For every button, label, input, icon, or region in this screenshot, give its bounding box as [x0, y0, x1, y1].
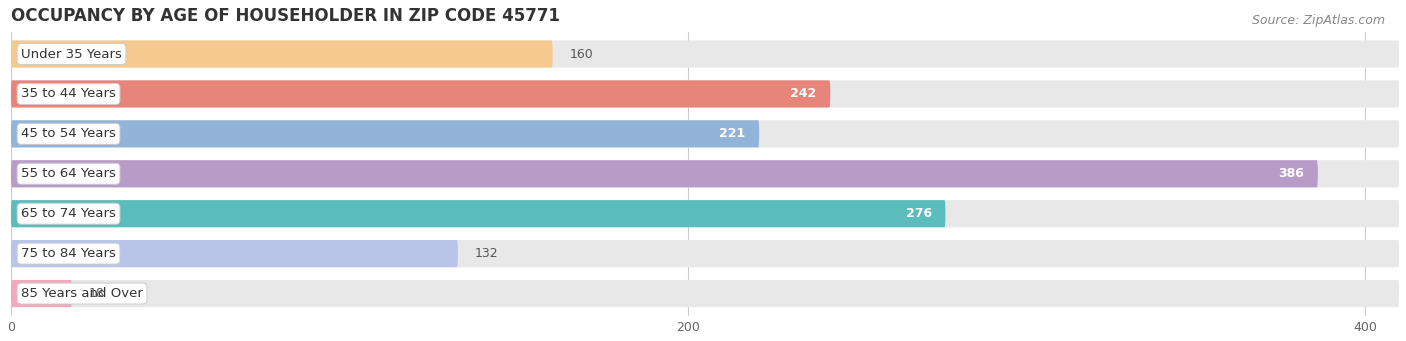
Text: 85 Years and Over: 85 Years and Over: [21, 287, 143, 300]
Text: 55 to 64 Years: 55 to 64 Years: [21, 167, 115, 180]
Text: 132: 132: [475, 247, 498, 260]
Text: 75 to 84 Years: 75 to 84 Years: [21, 247, 115, 260]
Text: OCCUPANCY BY AGE OF HOUSEHOLDER IN ZIP CODE 45771: OCCUPANCY BY AGE OF HOUSEHOLDER IN ZIP C…: [11, 7, 560, 25]
FancyBboxPatch shape: [11, 80, 831, 107]
FancyBboxPatch shape: [11, 160, 1317, 187]
FancyBboxPatch shape: [11, 120, 1399, 147]
Text: 242: 242: [790, 87, 817, 101]
FancyBboxPatch shape: [11, 41, 553, 68]
Text: Under 35 Years: Under 35 Years: [21, 47, 122, 60]
Text: 45 to 54 Years: 45 to 54 Years: [21, 127, 115, 140]
FancyBboxPatch shape: [11, 280, 72, 307]
FancyBboxPatch shape: [11, 120, 759, 147]
Text: Source: ZipAtlas.com: Source: ZipAtlas.com: [1251, 14, 1385, 27]
FancyBboxPatch shape: [11, 160, 1399, 187]
FancyBboxPatch shape: [11, 240, 1399, 267]
Text: 35 to 44 Years: 35 to 44 Years: [21, 87, 115, 101]
FancyBboxPatch shape: [11, 200, 1399, 227]
FancyBboxPatch shape: [11, 80, 1399, 107]
FancyBboxPatch shape: [11, 280, 1399, 307]
Text: 276: 276: [905, 207, 932, 220]
Text: 386: 386: [1278, 167, 1305, 180]
Text: 18: 18: [89, 287, 104, 300]
Text: 65 to 74 Years: 65 to 74 Years: [21, 207, 115, 220]
FancyBboxPatch shape: [11, 240, 458, 267]
Text: 160: 160: [569, 47, 593, 60]
Text: 221: 221: [720, 127, 745, 140]
FancyBboxPatch shape: [11, 41, 1399, 68]
FancyBboxPatch shape: [11, 200, 945, 227]
